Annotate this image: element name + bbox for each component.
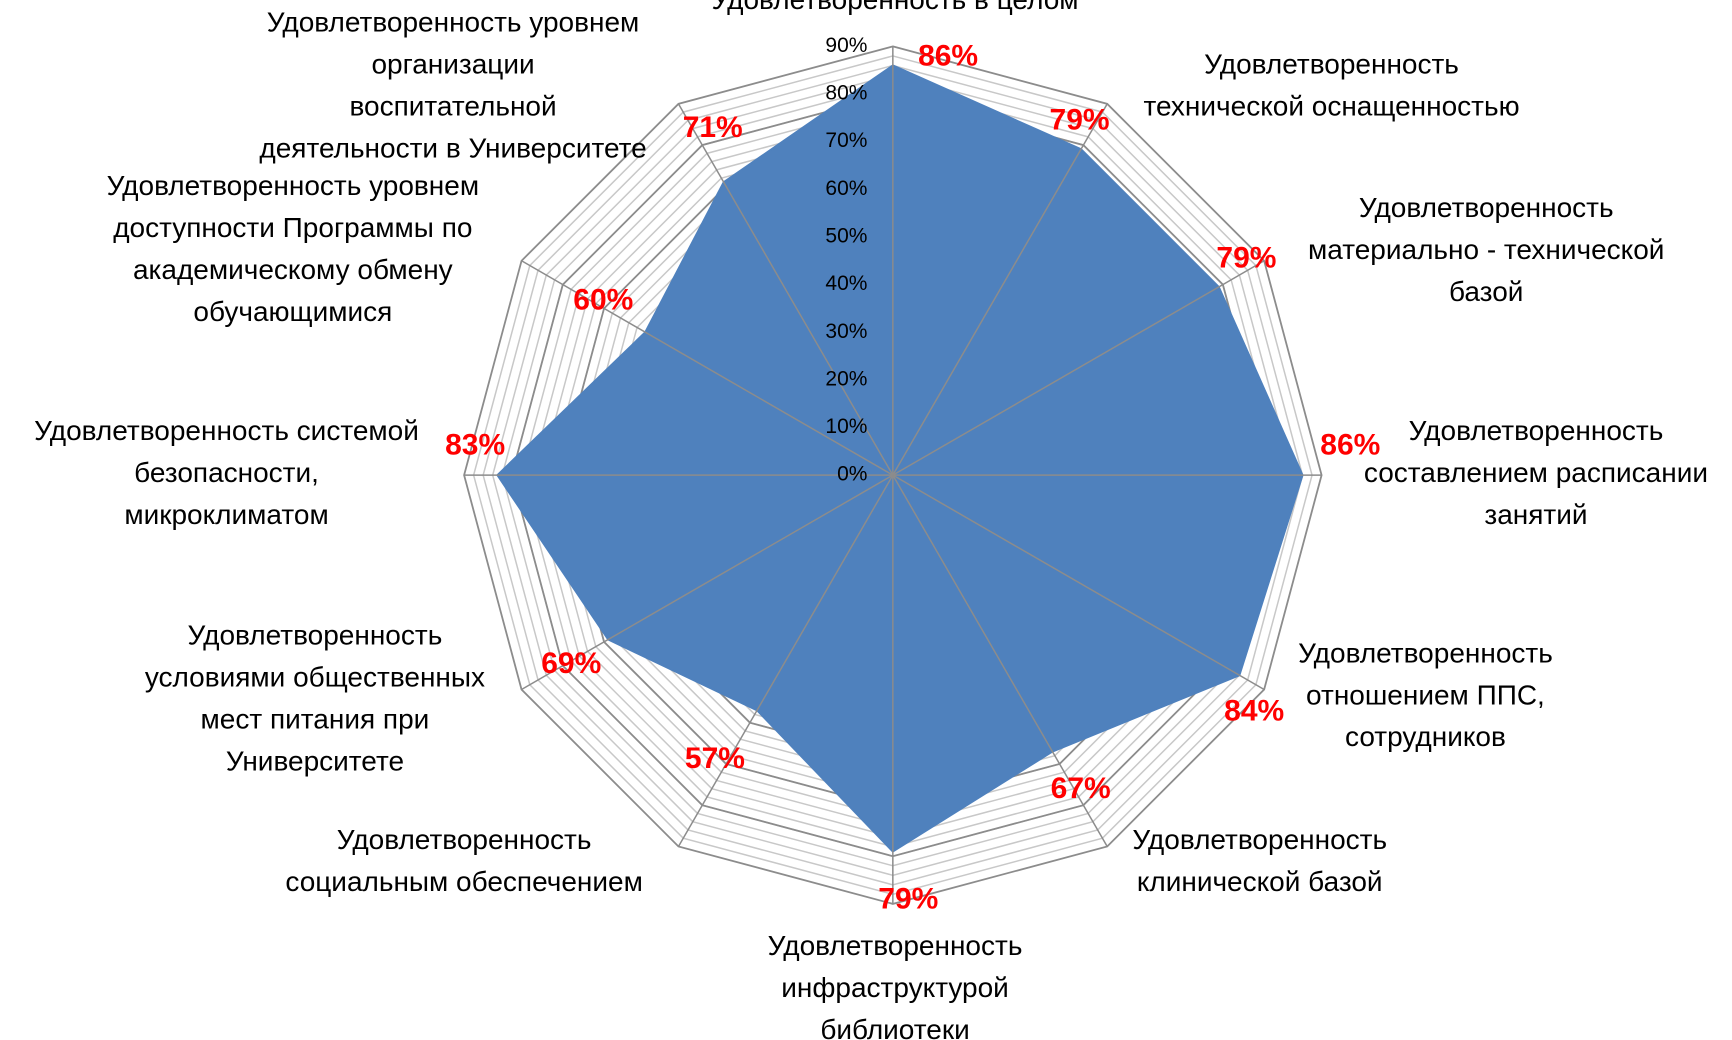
category-label: Удовлетворенность уровнем организации восп… (259, 7, 646, 164)
spoke (521, 260, 894, 476)
y-tick-label: 0% (837, 463, 867, 486)
spoke (892, 474, 1108, 847)
category-label: Удовлетворенность составлением расписании… (1364, 416, 1708, 531)
y-tick-label: 50% (825, 225, 867, 248)
y-tick-label: 40% (825, 272, 867, 295)
value-label: 71% (683, 111, 743, 144)
category-label: Удовлетворенность инфраструктурой библиоте… (768, 930, 1023, 1040)
spoke (892, 474, 1265, 691)
category-label: Удовлетворенность клинической базой (1132, 824, 1387, 897)
value-label: 79% (878, 882, 938, 915)
category-label: Удовлетворенность в целом (712, 0, 1079, 16)
value-label: 67% (1051, 772, 1111, 805)
category-label: Удовлетворенность социальным обеспечением (285, 824, 642, 897)
value-label: 79% (1216, 242, 1276, 275)
y-tick-label: 30% (825, 320, 867, 343)
y-tick-label: 80% (825, 82, 867, 105)
value-label: 83% (445, 428, 505, 461)
spoke (677, 103, 894, 476)
value-label: 57% (685, 742, 745, 775)
value-label: 86% (918, 39, 978, 72)
y-tick-label: 20% (825, 367, 867, 390)
y-tick-label: 70% (825, 129, 867, 152)
category-label: Удовлетворенность уровнем доступности Про… (107, 170, 480, 327)
y-tick-label: 10% (825, 415, 867, 438)
category-label: Удовлетворенность отношением ППС, сотрудни… (1298, 638, 1553, 753)
y-tick-label: 60% (825, 177, 867, 200)
category-label: Удовлетворенность материально - техническ… (1308, 192, 1664, 307)
value-label: 79% (1050, 103, 1110, 136)
value-label: 60% (573, 284, 633, 317)
y-tick-label: 90% (825, 34, 867, 57)
spoke (521, 474, 894, 691)
category-label: Удовлетворенность условиями общественных м… (145, 620, 485, 777)
value-label: 69% (541, 647, 601, 680)
spoke (892, 260, 1265, 476)
value-label: 86% (1320, 428, 1380, 461)
spoke (677, 474, 894, 847)
value-label: 84% (1224, 695, 1284, 728)
spoke (892, 103, 1108, 476)
category-label: Удовлетворенность технической оснащенност… (1143, 49, 1519, 122)
category-label: Удовлетворенность системой безопасности, м… (34, 416, 419, 531)
